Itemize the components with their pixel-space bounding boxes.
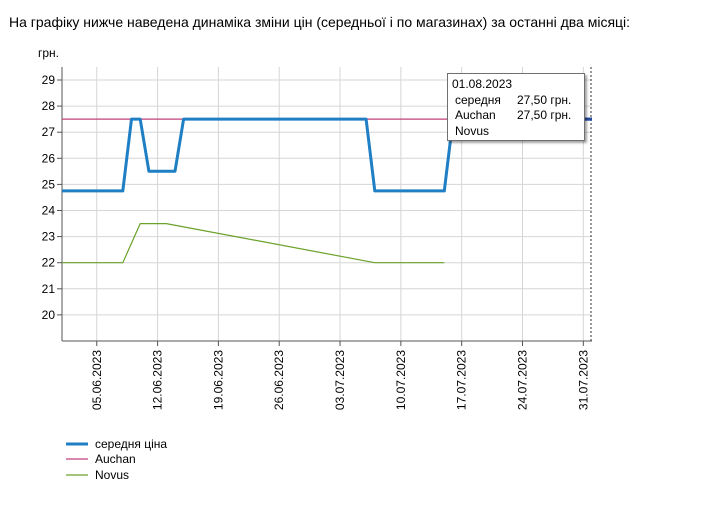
x-tick-label: 10.07.2023 [394,350,408,410]
x-tick-label: 31.07.2023 [576,350,590,410]
legend-swatch-auchan [66,458,88,460]
legend-label-novus: Novus [95,467,130,482]
y-tick-label: 22 [42,256,56,270]
y-tick-label: 24 [42,204,56,218]
y-tick-label: 29 [42,73,56,87]
tooltip-novus-name: Novus [455,123,490,138]
chart-legend: середня ціна Auchan Novus [66,436,167,483]
series-line-novus [62,223,445,264]
tooltip-date: 01.08.2023 [452,77,513,91]
legend-item-novus[interactable]: Novus [66,467,167,483]
hover-tooltip: 01.08.2023 середня 27,50 грн. Auchan 27,50… [447,73,585,141]
y-tick-label: 28 [42,99,56,113]
y-tick-label: 26 [42,151,56,165]
x-tick-label: 05.06.2023 [90,350,104,410]
x-tick-label: 12.06.2023 [151,350,165,410]
y-tick-label: 25 [42,177,56,191]
tooltip-average-value: 27,50 грн. [517,92,572,107]
tooltip-auchan-name: Auchan [455,108,496,122]
y-axis-label: грн. [38,46,59,60]
axes: 20 21 22 23 24 25 26 27 28 29 грн. 05.06.2023 12.06.… [38,46,592,410]
y-tick-label: 27 [42,125,56,139]
x-tick-label: 03.07.2023 [333,350,347,410]
y-tick-label: 21 [42,282,56,296]
legend-item-auchan[interactable]: Auchan [66,452,167,468]
tooltip-auchan-value: 27,50 грн. [517,108,572,122]
grid [62,67,592,341]
y-tick-label: 23 [42,230,56,244]
x-tick-label: 26.06.2023 [272,350,286,410]
chart-heading: На графіку нижче наведена динаміка зміни… [9,14,631,30]
legend-swatch-novus [66,474,88,476]
x-tick-label: 19.06.2023 [211,350,225,410]
x-tick-label: 24.07.2023 [515,350,529,410]
legend-swatch-average [66,442,88,446]
x-tick-label: 17.07.2023 [455,350,469,410]
legend-label-auchan: Auchan [95,452,136,467]
legend-item-average[interactable]: середня ціна [66,436,167,452]
legend-label-average: середня ціна [95,436,168,451]
tooltip-average-name: середня [455,92,501,107]
y-tick-label: 20 [42,308,56,322]
